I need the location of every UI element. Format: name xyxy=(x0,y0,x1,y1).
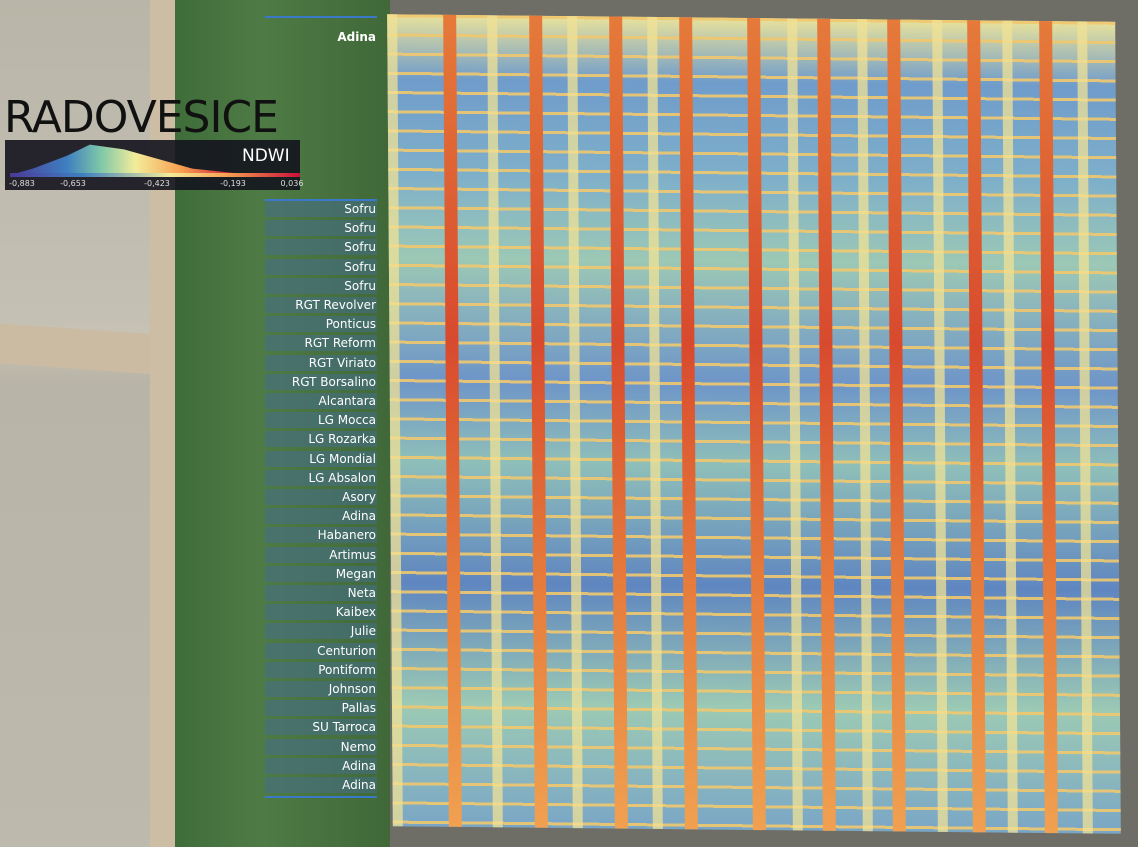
yellow-strip xyxy=(857,19,873,832)
plot-label-text: Nemo xyxy=(340,739,376,754)
plot-label: Kaibex xyxy=(265,604,377,621)
plot-label: Pallas xyxy=(265,700,377,717)
plot-label: Alcantara xyxy=(265,393,377,409)
plot-label-text: Megan xyxy=(335,566,376,581)
plot-label: Sofru xyxy=(265,220,377,237)
plot-label-text: Adina xyxy=(342,509,376,524)
legend-tick: -0,883 xyxy=(9,179,35,188)
plot-label-text: Johnson xyxy=(328,682,376,696)
plot-label-text: Sofru xyxy=(344,240,376,255)
plot-label: Sofru xyxy=(265,201,377,217)
plot-label-text: Sofru xyxy=(344,259,376,274)
plot-label: Centurion xyxy=(265,642,377,659)
trial-field xyxy=(387,14,1121,834)
plot-label: LG Rozarka xyxy=(265,431,377,448)
plot-label-text: Adina xyxy=(342,778,376,792)
plot-label: Ponticus xyxy=(265,316,377,333)
title: RADOVESICE xyxy=(4,92,279,143)
plot-label-text: Artimus xyxy=(329,547,376,562)
red-strip xyxy=(747,17,766,831)
yellow-strip xyxy=(1002,20,1018,833)
plot-label: Artimus xyxy=(265,546,377,563)
plot-label: RGT Borsalino xyxy=(265,373,377,390)
red-strip xyxy=(679,17,698,830)
plot-label-text: LG Rozarka xyxy=(308,432,376,447)
separator xyxy=(265,796,377,798)
yellow-strip xyxy=(1077,21,1093,834)
plot-label: LG Absalon xyxy=(265,469,377,486)
plot-label-text: Adina xyxy=(337,30,376,44)
plot-label: RGT Reform xyxy=(265,335,377,352)
plot-label-text: Neta xyxy=(347,586,376,600)
plot-label: Johnson xyxy=(265,681,377,697)
plot-label-text: RGT Revolver xyxy=(295,298,376,312)
plot-label: LG Mocca xyxy=(265,412,377,429)
color-ramp xyxy=(10,173,300,177)
plot-label: Nemo xyxy=(265,738,377,755)
yellow-strip xyxy=(932,19,948,833)
plot-label-text: Centurion xyxy=(317,643,376,658)
legend: NDWI -0,883 -0,653 -0,423 -0,193 0,036 xyxy=(5,140,303,190)
plot-label-text: RGT Borsalino xyxy=(291,374,376,389)
plot-label-text: Alcantara xyxy=(318,394,376,408)
plot-label-text: LG Mondial xyxy=(309,451,376,466)
plot-label-text: Ponticus xyxy=(325,317,376,332)
plot-label-text: RGT Viriato xyxy=(308,355,376,370)
plot-label-text: Pallas xyxy=(341,701,376,716)
red-strip xyxy=(443,14,462,827)
red-strip xyxy=(1039,21,1058,834)
legend-tick: -0,423 xyxy=(144,179,170,188)
plot-label: Megan xyxy=(265,565,377,582)
plot-label: Asory xyxy=(265,489,377,505)
separator xyxy=(265,199,377,201)
plot-label: RGT Revolver xyxy=(265,297,377,313)
plot-label-text: LG Absalon xyxy=(308,470,376,485)
plot-label: Adina xyxy=(265,508,377,525)
plot-label-text: Sofru xyxy=(344,221,376,236)
plot-label-text: Habanero xyxy=(317,528,376,543)
legend-tick: -0,193 xyxy=(220,179,246,188)
red-strip xyxy=(817,18,836,831)
yellow-strip xyxy=(647,16,663,830)
legend-tick: -0,653 xyxy=(60,179,86,188)
yellow-strip xyxy=(487,15,503,828)
plot-label: Julie xyxy=(265,623,377,640)
plot-label: RGT Viriato xyxy=(265,354,377,371)
legend-tick: 0,036 xyxy=(280,179,304,188)
plot-label: Adina xyxy=(265,757,377,774)
plot-label-text: Kaibex xyxy=(335,605,376,620)
red-strip xyxy=(529,15,548,828)
separator xyxy=(265,16,377,18)
plot-label-text: Julie xyxy=(350,624,376,639)
histogram xyxy=(10,144,238,175)
plot-label-text: RGT Reform xyxy=(304,336,376,351)
plot-label: Sofru xyxy=(265,258,377,275)
plot-label-text: Sofru xyxy=(344,278,376,293)
plot-label: Sofru xyxy=(265,277,377,294)
yellow-strip xyxy=(787,18,803,831)
plot-label-text: Adina xyxy=(342,758,376,773)
yellow-strip xyxy=(567,16,583,829)
plot-label-text: Asory xyxy=(342,490,376,504)
plot-label-text: Sofru xyxy=(344,202,376,216)
plot-label: Adina xyxy=(265,29,377,45)
plot-label: Neta xyxy=(265,585,377,601)
plot-label: SU Tarroca xyxy=(265,719,377,736)
red-strip xyxy=(967,20,986,833)
plot-label: Adina xyxy=(265,777,377,793)
plot-label: Pontiform xyxy=(265,661,377,678)
plot-label: LG Mondial xyxy=(265,450,377,467)
red-strip xyxy=(609,16,628,829)
plot-label: Sofru xyxy=(265,239,377,256)
plot-label-text: SU Tarroca xyxy=(312,720,376,735)
plot-label: Habanero xyxy=(265,527,377,544)
legend-label: NDWI xyxy=(242,146,290,166)
plot-label-text: LG Mocca xyxy=(317,413,376,428)
plot-label-text: Pontiform xyxy=(318,662,376,677)
red-strip xyxy=(887,19,906,832)
